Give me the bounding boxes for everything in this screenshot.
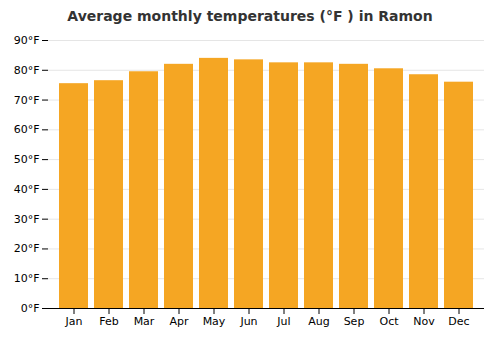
svg-text:May: May	[203, 315, 226, 328]
svg-text:0°F: 0°F	[21, 302, 40, 315]
svg-text:Apr: Apr	[169, 315, 189, 328]
svg-text:20°F: 20°F	[14, 242, 40, 255]
svg-text:Sep: Sep	[344, 315, 365, 328]
html-text:Average monthly temperatures (: Average monthly temperatures (°F ) in Ra…	[67, 8, 433, 24]
svg-text:Aug: Aug	[308, 315, 329, 328]
svg-text:50°F: 50°F	[14, 153, 40, 166]
svg-text:Dec: Dec	[448, 315, 469, 328]
svg-text:70°F: 70°F	[14, 94, 40, 107]
svg-text:60°F: 60°F	[14, 123, 40, 136]
svg-text:Oct: Oct	[379, 315, 399, 328]
svg-text:Jun: Jun	[239, 315, 257, 328]
svg-text:Feb: Feb	[99, 315, 118, 328]
svg-text:Jul: Jul	[276, 315, 290, 328]
svg-text:80°F: 80°F	[14, 64, 40, 77]
svg-text:90°F: 90°F	[14, 34, 40, 47]
svg-text:Jan: Jan	[65, 315, 83, 328]
svg-text:10°F: 10°F	[14, 272, 40, 285]
svg-text:Nov: Nov	[413, 315, 435, 328]
svg-text:40°F: 40°F	[14, 183, 40, 196]
svg-text:30°F: 30°F	[14, 213, 40, 226]
svg-text:Mar: Mar	[134, 315, 155, 328]
